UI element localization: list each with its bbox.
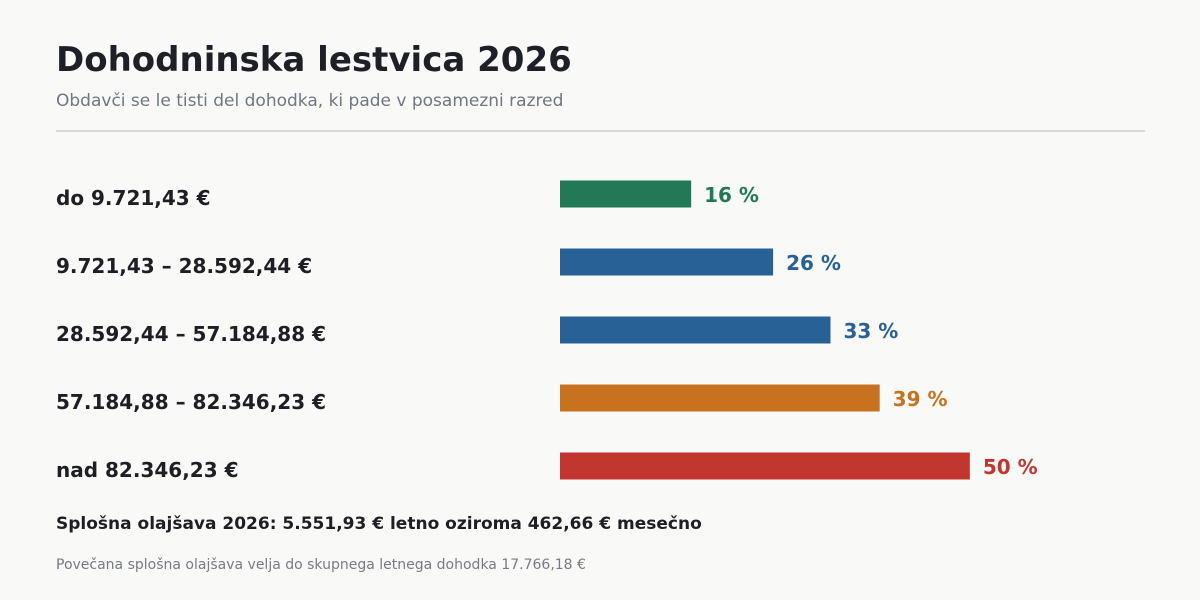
bracket-bar (560, 452, 970, 480)
bracket-label: 28.592,44 – 57.184,88 € (56, 322, 326, 346)
chart-subtitle: Obdavči se le tisti del dohodka, ki pade… (56, 91, 564, 111)
header-divider (56, 130, 1145, 132)
bracket-label: 9.721,43 – 28.592,44 € (56, 254, 312, 278)
bracket-bar (560, 248, 774, 276)
rate-label: 50 % (983, 455, 1038, 479)
chart-title: Dohodninska lestvica 2026 (56, 40, 572, 80)
bracket-label: nad 82.346,23 € (56, 458, 239, 482)
bracket-bar (560, 384, 880, 412)
rate-label: 39 % (893, 387, 948, 411)
allowance-footnote: Povečana splošna olajšava velja do skupn… (56, 557, 586, 573)
rate-label: 33 % (843, 319, 898, 343)
rate-label: 26 % (786, 251, 841, 275)
bracket-label: 57.184,88 – 82.346,23 € (56, 390, 326, 414)
general-allowance-text: Splošna olajšava 2026: 5.551,93 € letno … (56, 514, 702, 534)
bracket-bar (560, 180, 692, 208)
rate-label: 16 % (704, 183, 759, 207)
bracket-bar (560, 316, 831, 344)
bracket-label: do 9.721,43 € (56, 186, 211, 210)
